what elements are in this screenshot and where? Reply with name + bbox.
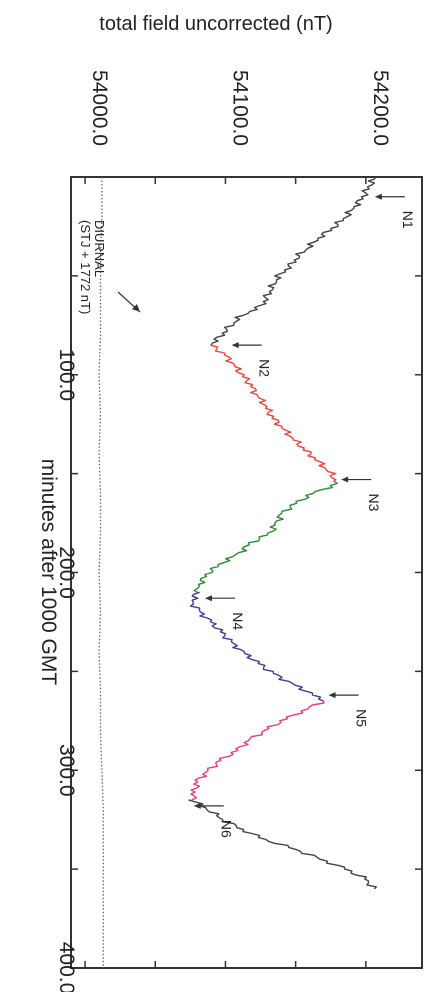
annotation-label: N3 (366, 494, 382, 512)
y-tick-label: 54100.0 (228, 70, 251, 146)
y-tick-label: 54200.0 (369, 70, 392, 146)
x-tick-label: 100.0 (55, 348, 78, 401)
series-line (210, 176, 377, 346)
annotation-arrowhead (341, 476, 349, 483)
annotation-arrowhead (204, 595, 212, 602)
series-line (210, 344, 339, 485)
x-axis-title: minutes after 1000 GMT (37, 459, 60, 686)
annotation-label: N1 (400, 211, 416, 229)
annotation-arrowhead (328, 692, 336, 699)
diurnal-note: DIURNAL (STJ + 1772 nT) (78, 220, 107, 314)
x-tick-label: 400.0 (55, 942, 78, 992)
annotation-label: N2 (257, 359, 273, 377)
plot-frame (70, 176, 423, 969)
series-line (190, 700, 325, 801)
annotation-label: N4 (230, 612, 246, 630)
annotation-arrowhead (231, 342, 239, 349)
annotation-label: N5 (354, 709, 370, 727)
series-line (189, 591, 324, 702)
series-line (188, 799, 377, 890)
x-tick-label: 200.0 (55, 546, 78, 599)
x-tick-label: 300.0 (55, 744, 78, 797)
diurnal-line (98, 177, 104, 968)
diurnal-arrow-head (132, 304, 140, 312)
series-line (193, 482, 338, 593)
annotation-arrowhead (374, 193, 382, 200)
annotation-label: N6 (219, 820, 235, 838)
annotation-arrowhead (193, 802, 201, 809)
y-axis-title: total field uncorrected (nT) (99, 13, 332, 35)
diurnal-formula: (STJ + 1772 nT) (78, 220, 93, 314)
y-tick-label: 54000.0 (88, 70, 111, 146)
diurnal-label: DIURNAL (92, 220, 107, 277)
